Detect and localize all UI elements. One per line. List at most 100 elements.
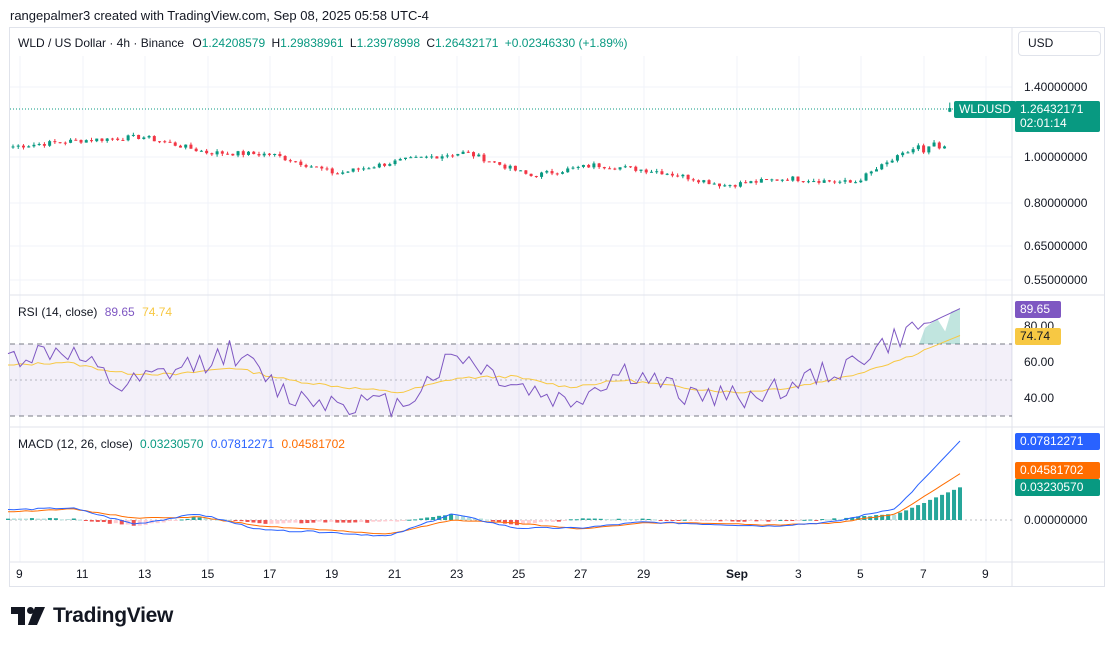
symbol-title[interactable]: WLD / US Dollar · 4h · Binance <box>18 36 185 50</box>
macd-histogram-bar <box>95 520 100 522</box>
macd-histogram-bar <box>850 517 855 520</box>
candle-body <box>419 156 423 158</box>
macd-histogram-bar <box>880 514 885 520</box>
candle-body <box>79 139 83 143</box>
macd-histogram-bar <box>359 520 364 523</box>
candle-body <box>273 153 277 155</box>
candle-body <box>477 154 481 157</box>
macd-histogram-bar <box>496 520 501 523</box>
candle-body <box>356 168 360 170</box>
macd-histogram-bar <box>652 519 657 521</box>
currency-button[interactable]: USD <box>1018 31 1101 56</box>
candle-body <box>37 144 41 146</box>
macd-histogram-bar <box>718 520 723 522</box>
macd-histogram-bar <box>71 518 76 520</box>
candle-body <box>299 161 303 166</box>
time-axis-label: 7 <box>920 567 927 581</box>
rsi-ma-value: 74.74 <box>142 305 173 319</box>
candle-body <box>513 165 517 171</box>
macd-histogram-bar <box>502 520 507 524</box>
candle-body <box>178 145 182 148</box>
macd-histogram-bar <box>640 518 645 520</box>
candle-body <box>534 176 538 178</box>
macd-histogram-bar <box>179 519 184 521</box>
candle-body <box>372 167 376 169</box>
candlestick-series <box>11 102 952 189</box>
vertical-gridlines <box>19 56 987 562</box>
candle-body <box>681 174 685 177</box>
candle-body <box>48 141 52 146</box>
macd-histogram-bar <box>832 518 837 520</box>
candle-body <box>210 153 214 155</box>
candle-body <box>503 164 507 169</box>
tradingview-logo[interactable]: TradingView <box>11 604 173 628</box>
rsi-title[interactable]: RSI (14, close) <box>18 305 98 319</box>
candle-body <box>890 160 894 163</box>
macd-histogram-bar <box>191 516 196 520</box>
macd-histogram-bar <box>484 519 489 521</box>
candle-body <box>168 141 172 143</box>
candle-body <box>414 156 418 158</box>
macd-histogram-bar <box>329 520 334 522</box>
candle-body <box>895 155 899 161</box>
price-gridlines <box>10 86 1012 281</box>
macd-signal-line <box>7 473 961 535</box>
candle-body <box>231 153 235 156</box>
candle-body <box>173 142 177 146</box>
macd-histogram-bar <box>676 520 681 521</box>
candle-body <box>267 153 271 155</box>
time-axis-label: 17 <box>263 567 277 581</box>
candle-body <box>712 183 716 185</box>
macd-histogram-bar <box>598 518 603 520</box>
candle-body <box>592 163 596 168</box>
candle-body <box>833 181 837 183</box>
candle-body <box>780 179 784 181</box>
macd-histogram-bar <box>377 520 382 522</box>
candle-body <box>466 151 470 153</box>
macd-histogram-bar <box>281 520 286 524</box>
macd-histogram-bar <box>47 517 52 520</box>
macd-histogram-bar <box>299 520 304 524</box>
macd-histogram-bar <box>83 520 88 521</box>
macd-histogram <box>6 487 962 526</box>
time-axis-label: 15 <box>201 567 215 581</box>
candle-body <box>649 171 653 173</box>
macd-histogram-bar <box>65 519 70 521</box>
time-axis-label: 11 <box>76 567 89 581</box>
macd-histogram-bar <box>916 505 921 520</box>
candle-body <box>932 142 936 147</box>
macd-histogram-bar <box>622 519 627 521</box>
candle-body <box>749 181 753 184</box>
macd-histogram-bar <box>868 516 873 520</box>
candle-body <box>796 176 800 182</box>
time-axis-label: 29 <box>637 567 651 581</box>
macd-histogram-bar <box>161 520 166 523</box>
macd-title[interactable]: MACD (12, 26, close) <box>18 437 133 451</box>
macd-histogram-bar <box>688 520 693 521</box>
macd-histogram-bar <box>538 520 543 523</box>
candle-body <box>812 181 816 183</box>
candle-body <box>205 150 209 154</box>
macd-histogram-bar <box>227 519 232 521</box>
candle-body <box>315 166 319 168</box>
macd-signal-value: 0.04581702 <box>281 437 345 451</box>
candle-body <box>775 179 779 181</box>
macd-histogram-bar <box>778 519 783 521</box>
candle-body <box>555 173 559 175</box>
macd-histogram-bar <box>526 520 531 524</box>
candle-body <box>309 166 313 168</box>
macd-histogram-bar <box>335 520 340 523</box>
macd-histogram-bar <box>700 520 705 521</box>
macd-histogram-bar <box>107 520 112 524</box>
macd-histogram-bar <box>347 520 352 523</box>
candle-body <box>644 169 648 173</box>
candle-body <box>409 157 413 159</box>
macd-histogram-bar <box>784 520 789 522</box>
candle-body <box>613 168 617 170</box>
candle-body <box>728 185 732 187</box>
macd-histogram-bar <box>341 520 346 523</box>
candle-body <box>508 165 512 169</box>
macd-histogram-bar <box>952 489 957 520</box>
time-axis-label: 23 <box>450 567 464 581</box>
candle-body <box>383 163 387 166</box>
